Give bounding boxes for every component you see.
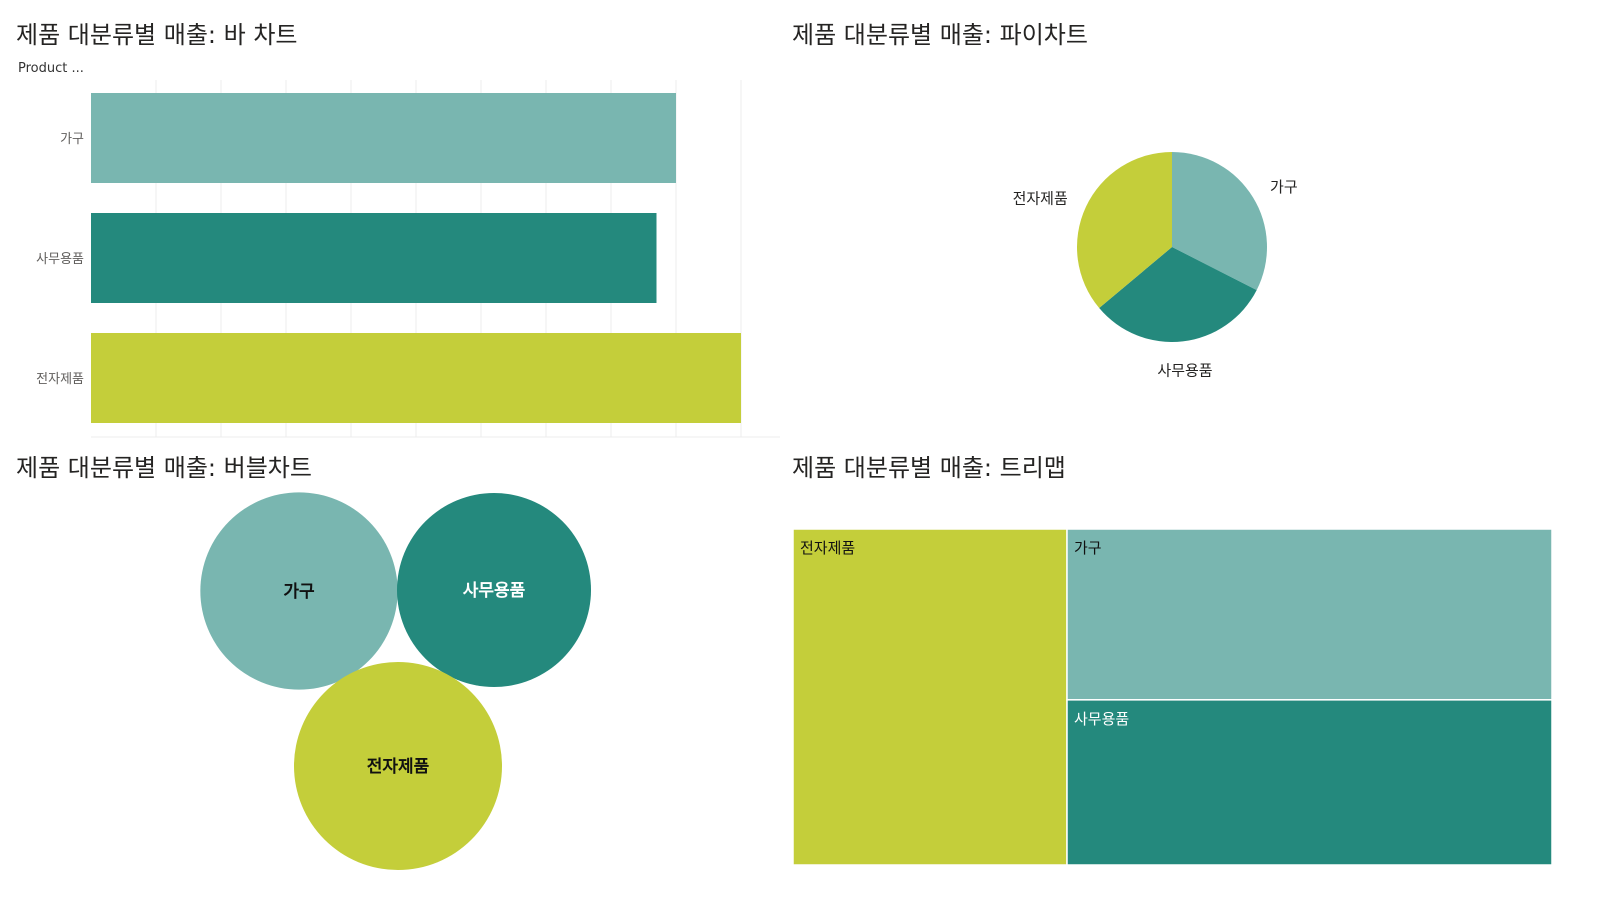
pie-slice-2: [1099, 247, 1257, 343]
pie-chart-title: 제품 대분류별 매출: 파이차트: [792, 21, 1088, 49]
pie-slice-label: 전자제품: [1013, 189, 1068, 207]
bar-chart-title: 제품 대분류별 매출: 바 차트: [16, 21, 298, 49]
pie-slice-label: 사무용품: [1157, 361, 1212, 379]
treemap-tile-1: [792, 528, 1068, 866]
pie-slice-label: 가구: [1270, 178, 1298, 196]
pie-slice-3: [1077, 152, 1172, 309]
treemap-title: 제품 대분류별 매출: 트리맵: [792, 454, 1066, 482]
bar-category-label: 전자제품: [36, 372, 84, 387]
bar-category-label: 사무용품: [36, 252, 84, 267]
bubble-chart-title: 제품 대분류별 매출: 버블차트: [16, 454, 312, 482]
bubble-label: 전자제품: [367, 757, 430, 777]
bubble-1: [200, 492, 398, 690]
treemap-tile-label: 가구: [1074, 539, 1102, 557]
pie-slice-1: [1172, 152, 1267, 291]
bubble-2: [396, 492, 592, 688]
treemap-tile-2: [1066, 528, 1553, 701]
bar-1: [91, 93, 676, 183]
bar-chart-axis-caption: Product ...: [18, 61, 84, 76]
treemap-tile-label: 전자제품: [800, 539, 855, 557]
bubble-3: [294, 662, 502, 870]
bubble-label: 사무용품: [463, 581, 526, 601]
treemap-tile-label: 사무용품: [1074, 710, 1129, 728]
treemap-tile-3: [1066, 699, 1553, 866]
bar-3: [91, 333, 741, 423]
bubble-label: 가구: [283, 582, 315, 602]
bar-category-label: 가구: [60, 132, 84, 147]
bar-2: [91, 213, 657, 303]
